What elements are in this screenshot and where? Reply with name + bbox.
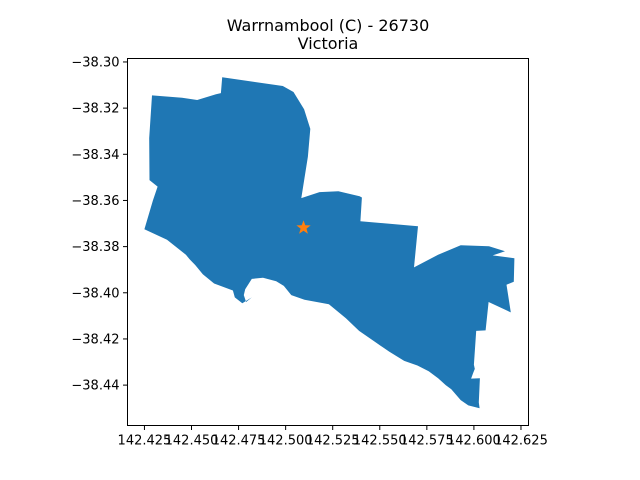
- y-tick-label: −38.42: [71, 332, 119, 347]
- y-tick-label: −38.40: [71, 286, 119, 301]
- x-axis: 142.425142.450142.475142.500142.525142.5…: [118, 425, 548, 449]
- x-tick-label: 142.625: [494, 434, 548, 449]
- x-tick-label: 142.500: [259, 434, 313, 449]
- x-tick-label: 142.450: [165, 434, 219, 449]
- x-tick-label: 142.525: [306, 434, 360, 449]
- x-tick-label: 142.550: [353, 434, 407, 449]
- y-axis: −38.30 −38.32 −38.34 −38.36 −38.38 −38.40 −38.…: [71, 55, 128, 394]
- x-tick-label: 142.475: [212, 434, 266, 449]
- chart-title: Warrnambool (C) - 26730: [227, 16, 430, 35]
- x-tick-label: 142.575: [400, 434, 454, 449]
- y-tick-label: −38.32: [71, 102, 119, 117]
- lga-boundary-region: [144, 77, 515, 409]
- chart-subtitle: Victoria: [298, 34, 359, 53]
- y-tick-label: −38.44: [71, 379, 119, 394]
- y-tick-label: −38.36: [71, 194, 119, 209]
- y-tick-label: −38.38: [71, 240, 119, 255]
- y-tick-label: −38.30: [71, 55, 119, 70]
- axes-frame: [127, 58, 529, 426]
- x-tick-label: 142.425: [118, 434, 172, 449]
- plot-area: [144, 77, 515, 409]
- y-tick-label: −38.34: [71, 148, 119, 163]
- centroid-star-marker: [296, 220, 311, 234]
- x-tick-label: 142.600: [447, 434, 501, 449]
